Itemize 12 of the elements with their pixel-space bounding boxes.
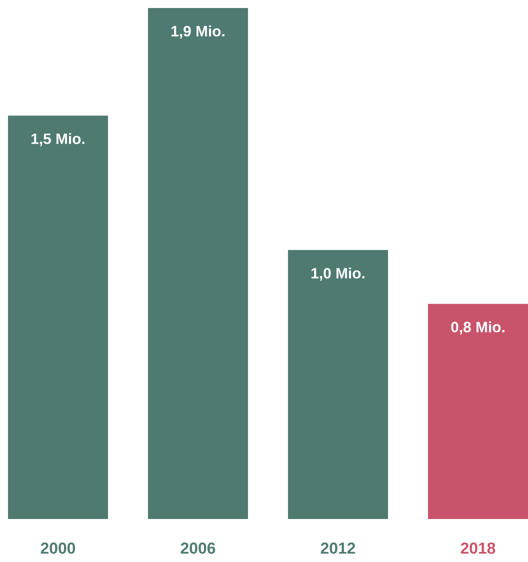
data-label: 1,9 Mio. bbox=[172, 26, 224, 39]
x-tick-label: 2006 bbox=[180, 542, 216, 554]
bar bbox=[8, 116, 108, 519]
bar bbox=[148, 8, 248, 519]
data-label: 0,8 Mio. bbox=[451, 321, 504, 334]
bar bbox=[428, 304, 528, 519]
data-label: 1,5 Mio. bbox=[32, 133, 84, 146]
bar bbox=[288, 250, 388, 519]
x-tick-label: 2012 bbox=[320, 542, 356, 554]
data-label: 1,0 Mio. bbox=[312, 268, 364, 281]
x-tick-label: 2018 bbox=[460, 542, 496, 554]
x-tick-label: 2000 bbox=[40, 542, 76, 554]
